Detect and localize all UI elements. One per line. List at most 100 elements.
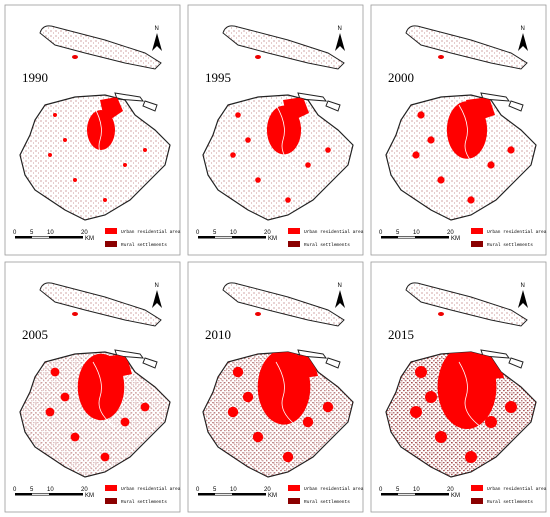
urban-patch [143, 148, 147, 152]
scale-unit: KM [268, 493, 277, 499]
urban-north [100, 354, 132, 380]
urban-patch [507, 146, 515, 154]
island [405, 282, 528, 327]
urban-patch [302, 416, 314, 428]
scale-label: 20 [447, 487, 454, 493]
urban-patch [467, 196, 475, 204]
scale-label: 0 [379, 230, 383, 236]
scale-label: 20 [264, 230, 271, 236]
urban-north [100, 97, 123, 123]
north-label: N [521, 26, 525, 32]
island-town [255, 55, 261, 59]
scale-label: 10 [413, 487, 420, 493]
year-label: 2000 [388, 70, 414, 85]
small-island [142, 357, 158, 369]
scale-unit: KM [268, 236, 277, 242]
urban-patch [100, 452, 110, 462]
small-island [508, 100, 524, 112]
scale-label: 0 [379, 487, 383, 493]
north-arrow [518, 290, 528, 308]
urban-north [466, 97, 495, 123]
year-label: 2005 [22, 327, 48, 342]
legend-urban-label: Urban residential area [487, 486, 547, 492]
scale-label: 10 [413, 230, 420, 236]
urban-patch [227, 406, 239, 418]
island [405, 25, 528, 70]
urban-patch [63, 138, 67, 142]
north-arrow [335, 33, 345, 51]
year-label: 2015 [388, 327, 414, 342]
scale-label: 5 [213, 230, 217, 236]
river [275, 361, 299, 428]
urban-patch [120, 417, 130, 427]
settlements [48, 97, 147, 202]
north-label: N [338, 283, 342, 289]
urban-patch [417, 111, 425, 119]
scale-label: 5 [30, 487, 34, 493]
scale-label: 5 [396, 230, 400, 236]
north-arrow [518, 33, 528, 51]
legend-urban-label: Urban residential area [121, 486, 181, 492]
legend-urban [471, 485, 483, 491]
scale-label: 10 [47, 487, 54, 493]
urban-patch [412, 151, 420, 159]
mainland [19, 94, 171, 221]
north-label: N [521, 283, 525, 289]
legend-rural-label: Rural settlements [121, 499, 167, 505]
island-town [72, 55, 78, 59]
small-island [325, 357, 341, 369]
river [458, 361, 482, 428]
scale-unit: KM [85, 493, 94, 499]
urban-patch [325, 147, 331, 153]
river [92, 361, 116, 428]
north-arrow [335, 290, 345, 308]
scale-gap [398, 493, 415, 495]
urban-patch [427, 136, 435, 144]
urban-patch [305, 162, 311, 168]
north-label: N [155, 283, 159, 289]
urban-patch [437, 176, 445, 184]
year-label: 2010 [205, 327, 231, 342]
scale-label: 5 [30, 230, 34, 236]
urban-patch [123, 163, 127, 167]
legend-urban [105, 228, 117, 234]
scale-label: 10 [230, 230, 237, 236]
urban-patch [73, 178, 77, 182]
legend-urban [471, 228, 483, 234]
scale-label: 20 [81, 487, 88, 493]
river [458, 104, 482, 171]
island-town [72, 312, 78, 316]
urban-patch [53, 113, 57, 117]
legend-urban [288, 485, 300, 491]
urban-patch [48, 153, 52, 157]
island [39, 25, 162, 70]
scale-label: 5 [396, 487, 400, 493]
scale-label: 20 [264, 487, 271, 493]
scale-gap [215, 236, 232, 238]
legend-rural [105, 498, 117, 504]
island [222, 282, 345, 327]
urban-patch [415, 366, 427, 378]
urban-patch [322, 401, 334, 413]
urban-patch [485, 416, 497, 428]
urban-patch [230, 152, 236, 158]
urban-patch [70, 432, 80, 442]
urban-patch [60, 392, 70, 402]
legend-rural-label: Rural settlements [487, 242, 533, 248]
urban-patch [282, 451, 294, 463]
legend-rural-label: Rural settlements [487, 499, 533, 505]
scale-unit: KM [451, 236, 460, 242]
legend-rural [471, 241, 483, 247]
island [39, 282, 162, 327]
small-island [508, 357, 524, 369]
scale-label: 5 [213, 487, 217, 493]
legend-rural-label: Rural settlements [121, 242, 167, 248]
river [92, 104, 116, 171]
scale-label: 10 [47, 230, 54, 236]
settlements [230, 97, 331, 203]
